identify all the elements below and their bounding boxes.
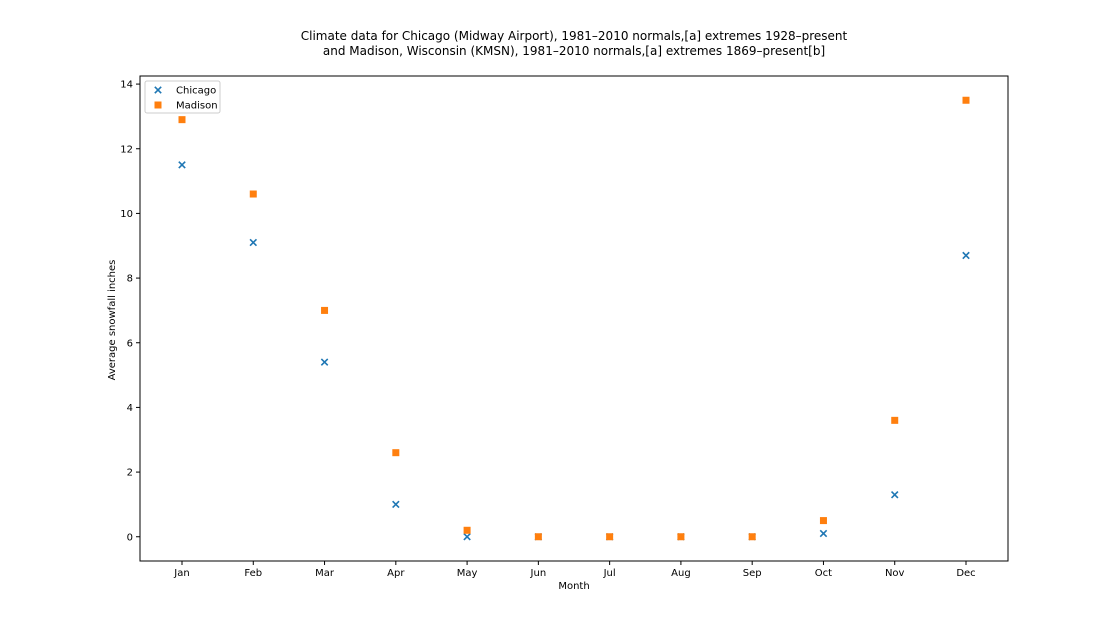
chicago-point bbox=[962, 251, 970, 260]
y-tick-label: 12 bbox=[120, 144, 133, 155]
y-tick-label: 0 bbox=[127, 532, 133, 543]
chicago-point bbox=[890, 490, 899, 499]
madison-point bbox=[249, 190, 257, 198]
chicago-point bbox=[320, 358, 329, 366]
x-tick-label: Apr bbox=[387, 568, 405, 579]
legend-box bbox=[144, 80, 221, 114]
chart-title-line1: Climate data for Chicago (Midway Airport… bbox=[301, 29, 848, 43]
x-tick-label: Oct bbox=[815, 568, 832, 579]
chart-title-line2: and Madison, Wisconsin (KMSN), 1981–2010… bbox=[323, 44, 825, 58]
legend-label-madison: Madison bbox=[176, 101, 218, 112]
legend: Chicago Madison bbox=[144, 80, 221, 114]
y-tick-label: 4 bbox=[127, 403, 133, 414]
madison-point bbox=[392, 449, 400, 457]
plot-area bbox=[139, 75, 1009, 562]
madison-point bbox=[321, 306, 329, 314]
chicago-point bbox=[392, 500, 400, 509]
chicago-point bbox=[463, 532, 471, 541]
y-axis-label: Average snowfall inches bbox=[107, 260, 118, 381]
madison-point bbox=[178, 116, 186, 124]
x-tick-label: Jun bbox=[530, 568, 547, 579]
madison-point bbox=[962, 96, 970, 104]
x-tick-label: May bbox=[457, 568, 478, 579]
madison-point bbox=[891, 416, 899, 424]
legend-marker-madison bbox=[154, 101, 162, 109]
x-tick-label: Feb bbox=[244, 568, 262, 579]
x-tick-label: Aug bbox=[671, 568, 691, 579]
x-tick-label: Sep bbox=[743, 568, 762, 579]
y-tick-label: 10 bbox=[120, 209, 133, 220]
x-axis: Jan Feb Mar Apr May Jun Jul Aug Sep Oct Nov Dec bbox=[173, 561, 976, 579]
madison-point bbox=[677, 533, 685, 541]
y-tick-label: 8 bbox=[127, 274, 133, 285]
chicago-point bbox=[249, 238, 258, 247]
legend-marker-chicago bbox=[154, 86, 162, 94]
legend-label-chicago: Chicago bbox=[176, 86, 216, 97]
x-tick-label: Mar bbox=[315, 568, 335, 579]
madison-point bbox=[748, 533, 756, 541]
y-tick-label: 2 bbox=[127, 468, 133, 479]
chicago-point bbox=[819, 529, 828, 538]
x-axis-label: Month bbox=[558, 581, 589, 592]
madison-point bbox=[606, 533, 614, 541]
madison-point bbox=[819, 517, 827, 525]
chicago-point bbox=[178, 161, 186, 169]
x-tick-label: Nov bbox=[885, 568, 905, 579]
y-tick-label: 14 bbox=[120, 80, 133, 91]
data-points bbox=[178, 96, 970, 541]
y-tick-label: 6 bbox=[127, 338, 133, 349]
madison-point bbox=[463, 526, 471, 534]
y-axis: 0 2 4 6 8 10 12 14 bbox=[120, 80, 140, 543]
x-tick-label: Jan bbox=[173, 568, 189, 579]
madison-point bbox=[534, 533, 542, 541]
x-tick-label: Dec bbox=[956, 568, 975, 579]
x-tick-label: Jul bbox=[603, 568, 616, 579]
